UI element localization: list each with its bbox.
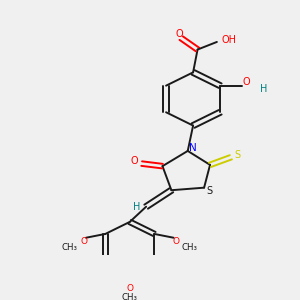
Text: O: O bbox=[242, 77, 250, 87]
Text: CH₃: CH₃ bbox=[62, 243, 78, 252]
Text: CH₃: CH₃ bbox=[122, 293, 138, 300]
Text: S: S bbox=[206, 186, 212, 196]
Text: S: S bbox=[234, 150, 240, 160]
Text: O: O bbox=[80, 236, 87, 245]
Text: H: H bbox=[260, 85, 268, 94]
Text: H: H bbox=[133, 202, 140, 212]
Text: O: O bbox=[175, 29, 183, 39]
Text: CH₃: CH₃ bbox=[182, 243, 198, 252]
Text: N: N bbox=[189, 143, 197, 153]
Text: O: O bbox=[172, 237, 179, 246]
Text: OH: OH bbox=[222, 35, 237, 45]
Text: O: O bbox=[130, 156, 138, 166]
Text: O: O bbox=[126, 284, 133, 293]
